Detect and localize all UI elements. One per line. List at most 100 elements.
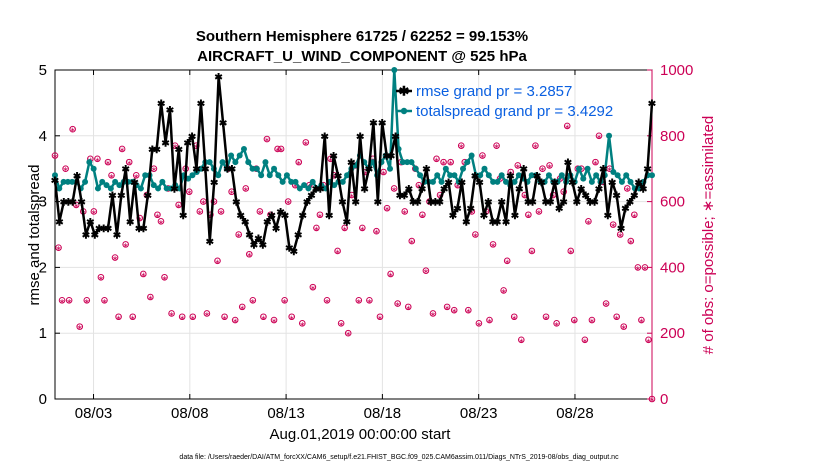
x-tick-label: 08/23 [460,405,498,422]
rmse-point: ✱ [409,198,418,209]
spread-point [305,185,312,192]
obs-possible-marker [344,329,352,337]
obs-possible-marker [429,310,437,317]
rmse-point: ✱ [546,198,555,209]
rmse-point: ✱ [493,217,502,228]
obs-assimilated-marker: ∗ [455,183,461,190]
rmse-point: ✱ [577,184,586,195]
rmse-point: ✱ [197,99,206,110]
y-right-tick-label: 200 [660,325,685,342]
obs-assimilated-marker: ∗ [508,170,514,177]
spread-point [610,168,617,175]
spread-point [292,178,299,185]
obs-possible-marker [298,320,306,327]
obs-assimilated-marker: ∗ [582,338,588,345]
obs-assimilated-marker: ∗ [260,315,266,322]
obs-possible-marker [316,211,324,219]
spread-point [485,172,492,179]
rmse-point: ✱ [515,184,524,195]
rmse-point: ✱ [413,198,422,209]
obs-possible-marker [295,158,303,166]
spread-point [86,159,93,166]
obs-possible-marker [90,208,98,215]
obs-possible-marker [55,244,62,251]
y-right-tick-label: 0 [660,391,668,408]
obs-possible-marker [154,211,161,219]
rmse-point: ✱ [356,132,365,143]
spread-point [442,165,449,172]
spread-point [339,178,346,185]
spread-point [468,152,475,159]
obs-assimilated-marker: ∗ [137,216,143,223]
obs-assimilated-marker: ∗ [232,318,238,325]
obs-assimilated-marker: ∗ [63,167,69,174]
obs-assimilated-marker: ∗ [649,397,655,404]
rmse-point: ✱ [440,184,449,195]
rmse-point: ✱ [630,191,639,202]
rmse-point: ✱ [250,240,259,251]
y-left-axis-label: rmse and totalspread [26,165,43,306]
obs-assimilated-marker: ∗ [324,298,330,305]
obs-possible-marker [638,316,645,324]
rmse-point: ✱ [648,99,657,110]
obs-assimilated-marker: ∗ [564,124,570,131]
rmse-point: ✱ [537,178,546,189]
spread-point [150,182,157,189]
rmse-point: ✱ [60,198,69,209]
rmse-point: ✱ [161,138,170,149]
obs-assimilated-marker: ∗ [451,308,457,315]
spread-point [275,172,282,179]
spread-point [52,172,58,179]
rmse-point: ✱ [590,198,599,209]
spread-point [103,182,110,189]
obs-possible-marker [355,297,363,304]
rmse-point: ✱ [471,171,480,182]
obs-assimilated-marker: ∗ [448,160,454,167]
obs-assimilated-marker: ∗ [550,193,556,200]
obs-assimilated-marker: ∗ [423,269,429,276]
obs-possible-marker [217,208,225,215]
rmse-point: ✱ [453,204,462,215]
spread-point [215,172,222,179]
obs-possible-marker [602,300,610,307]
rmse-point: ✱ [387,152,396,163]
spread-point [545,172,552,179]
obs-assimilated-marker: ∗ [197,209,203,216]
obs-possible-marker [422,267,430,274]
rmse-point: ✱ [626,198,635,209]
obs-assimilated-marker: ∗ [200,200,206,207]
y-left-tick-label: 2 [39,259,47,276]
obs-assimilated-marker: ∗ [494,144,500,151]
obs-possible-marker [274,145,281,153]
obs-possible-marker [323,297,331,304]
obs-possible-marker [567,247,575,255]
obs-assimilated-marker: ∗ [243,186,249,193]
obs-possible-marker [238,303,246,311]
rmse-point: ✱ [489,217,498,228]
rmse-point: ✱ [391,132,400,143]
obs-possible-marker [408,237,416,245]
y-right-axis-label: # of obs: o=possible; ∗=assimilated [700,116,717,355]
obs-possible-marker [532,142,539,149]
obs-assimilated-marker: ∗ [112,256,118,263]
obs-assimilated-marker: ∗ [458,144,464,151]
rmse-point: ✱ [436,198,445,209]
spread-point [94,185,101,192]
obs-possible-marker [129,313,137,321]
chart-title-line-1: Southern Hemisphere 61725 / 62252 = 99.1… [196,28,528,45]
rmse-point: ✱ [290,247,299,258]
obs-possible-marker [394,300,401,307]
spread-point [296,185,303,192]
obs-possible-marker [489,241,497,248]
rmse-point: ✱ [347,158,356,169]
rmse-point: ✱ [130,178,139,189]
obs-possible-marker [472,231,479,238]
rmse-point: ✱ [586,198,595,209]
rmse-line [53,75,654,253]
rmse-point: ✱ [568,178,577,189]
obs-possible-marker [525,211,532,219]
legend-spread-label: totalspread grand pr = 3.4292 [416,103,613,120]
obs-assimilated-marker: ∗ [215,259,221,266]
spread-point [614,172,621,179]
obs-assimilated-marker: ∗ [427,200,433,207]
